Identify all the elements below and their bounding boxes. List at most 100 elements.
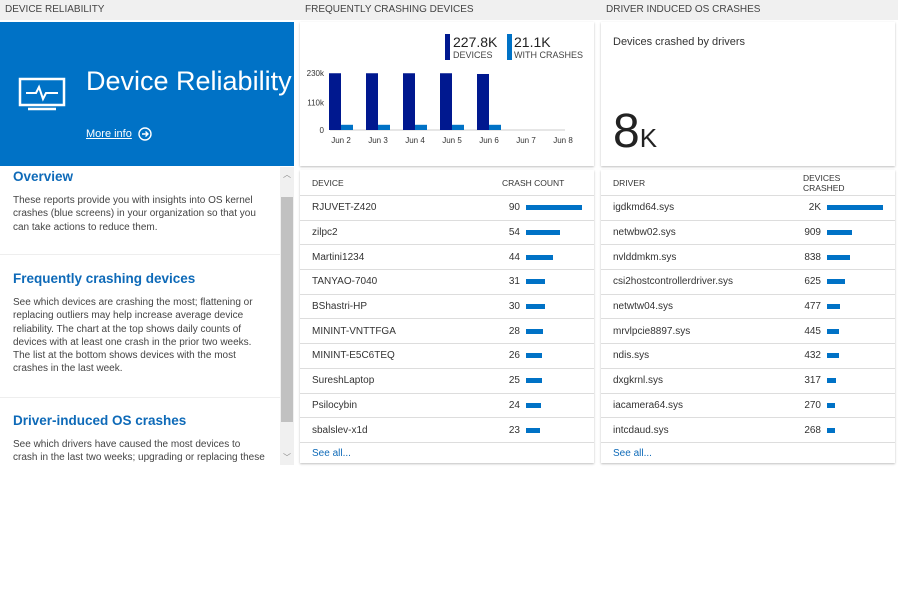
drivers-summary-card: Devices crashed by drivers 8K	[601, 22, 895, 166]
row-name: Martini1234	[312, 251, 365, 263]
row-value: 445	[804, 325, 821, 337]
table-row[interactable]: iacamera64.sys 270	[601, 394, 895, 419]
table-header: DEVICE CRASH COUNT	[300, 170, 594, 196]
x-tick-label: Jun 8	[553, 136, 573, 145]
table-row[interactable]: TANYAO-7040 31	[300, 270, 594, 295]
crash-chart-card: 227.8K DEVICES 21.1K WITH CRASHES 230k 11…	[300, 22, 594, 166]
row-name: intcdaud.sys	[613, 424, 669, 436]
row-value: 54	[508, 227, 520, 239]
table-row[interactable]: BShastri-HP 30	[300, 295, 594, 320]
row-name: csi2hostcontrollerdriver.sys	[613, 276, 734, 288]
table-row[interactable]: MININT-VNTTFGA 28	[300, 319, 594, 345]
crashes-bar	[452, 124, 464, 130]
table-row[interactable]: nvlddmkm.sys 838	[601, 245, 895, 271]
drivers-table: DRIVER DEVICES CRASHED igdkmd64.sys 2K netw…	[601, 170, 895, 463]
table-row[interactable]: sbalslev-x1d 23	[300, 418, 594, 443]
devices-bar	[366, 73, 378, 130]
row-value: 30	[508, 301, 520, 313]
drivers-summary-label: Devices crashed by drivers	[613, 36, 746, 48]
section-title: Driver-induced OS crashes	[13, 413, 187, 428]
x-tick-label: Jun 3	[368, 136, 388, 145]
row-value: 25	[508, 375, 520, 387]
devices-see-all-link[interactable]: See all...	[312, 447, 351, 459]
monitor-pulse-icon	[18, 77, 66, 111]
devices-bar	[329, 73, 341, 130]
table-row[interactable]: SureshLaptop 25	[300, 369, 594, 394]
section-driver-crashes: Driver-induced OS crashes See which drive…	[0, 398, 280, 465]
y-tick-label: 110k	[307, 99, 325, 108]
row-name: BShastri-HP	[312, 301, 368, 313]
row-value: 268	[804, 424, 821, 436]
row-name: dxgkrnl.sys	[613, 375, 664, 387]
row-bar	[526, 205, 582, 211]
table-row[interactable]: intcdaud.sys 268	[601, 418, 895, 443]
crashes-label: WITH CRASHES	[514, 50, 584, 60]
section-overview: Overview These reports provide you with i…	[0, 167, 280, 255]
section-title: Frequently crashing devices	[13, 271, 196, 286]
table-row[interactable]: RJUVET-Z420 90	[300, 196, 594, 221]
row-bar	[526, 353, 543, 359]
devices-bar	[403, 73, 415, 130]
table-row[interactable]: mrvlpcie8897.sys 445	[601, 319, 895, 345]
x-tick-label: Jun 7	[516, 136, 536, 145]
hero-tile: Device Reliability More info	[0, 22, 294, 166]
row-bar	[827, 402, 835, 408]
table-row[interactable]: csi2hostcontrollerdriver.sys 625	[601, 270, 895, 295]
more-info-link[interactable]: More info	[86, 127, 152, 141]
table-row[interactable]: Martini1234 44	[300, 245, 594, 271]
row-name: ndis.sys	[613, 350, 650, 362]
drivers-see-all-link[interactable]: See all...	[613, 447, 652, 459]
section-frequently-crashing: Frequently crashing devices See which dev…	[0, 255, 280, 398]
row-name: mrvlpcie8897.sys	[613, 325, 691, 337]
value-number: 8	[613, 105, 640, 158]
row-bar	[526, 254, 554, 260]
row-bar	[526, 427, 541, 433]
scrollbar[interactable]: ︿ ﹀	[280, 167, 294, 465]
table-row[interactable]: Psilocybin 24	[300, 394, 594, 419]
table-row[interactable]: ndis.sys 432	[601, 344, 895, 369]
crashes-legend-swatch	[507, 34, 512, 60]
table-row[interactable]: dxgkrnl.sys 317	[601, 369, 895, 394]
section-title: Overview	[13, 169, 74, 184]
section-text: These reports provide you with insights …	[13, 195, 256, 233]
row-value: 2K	[808, 202, 821, 214]
col-device: DEVICE	[312, 177, 344, 188]
row-bar	[827, 378, 836, 384]
scrollbar-thumb[interactable]	[281, 197, 293, 422]
header-device-reliability: Device reliability	[0, 0, 300, 20]
table-row[interactable]: zilpc2 54	[300, 221, 594, 246]
more-info-label: More info	[86, 128, 132, 140]
row-bar	[827, 230, 853, 236]
y-tick-label: 0	[320, 126, 325, 135]
crashes-bar	[489, 124, 501, 130]
table-row[interactable]: MININT-E5C6TEQ 26	[300, 344, 594, 369]
col-driver: DRIVER	[613, 177, 646, 188]
devices-label: DEVICES	[453, 50, 493, 60]
x-tick-label: Jun 5	[442, 136, 462, 145]
row-value: 270	[804, 399, 821, 411]
row-value: 909	[804, 227, 821, 239]
row-name: SureshLaptop	[312, 375, 375, 387]
row-bar	[827, 328, 840, 334]
header-driver-crashes: Driver induced OS crashes	[601, 0, 898, 20]
table-row[interactable]: netwtw04.sys 477	[601, 295, 895, 320]
row-name: igdkmd64.sys	[613, 202, 675, 214]
row-value: 477	[804, 301, 821, 313]
devices-table: DEVICE CRASH COUNT RJUVET-Z420 90 zilpc2 54 M…	[300, 170, 594, 463]
row-value: 23	[508, 424, 520, 436]
row-bar	[526, 378, 542, 384]
row-value: 432	[804, 350, 821, 362]
row-value: 317	[804, 375, 821, 387]
scroll-down-arrow[interactable]: ﹀	[283, 453, 291, 462]
row-value: 90	[508, 202, 520, 214]
table-row[interactable]: igdkmd64.sys 2K	[601, 196, 895, 221]
x-tick-label: Jun 2	[331, 136, 351, 145]
row-name: zilpc2	[312, 227, 338, 239]
table-row[interactable]: netwbw02.sys 909	[601, 221, 895, 246]
row-name: netwbw02.sys	[613, 227, 676, 239]
crashes-bar	[415, 124, 427, 130]
description-panel: Overview These reports provide you with i…	[0, 167, 294, 465]
row-bar	[526, 279, 546, 285]
row-value: 625	[804, 276, 821, 288]
scroll-up-arrow[interactable]: ︿	[283, 170, 291, 179]
